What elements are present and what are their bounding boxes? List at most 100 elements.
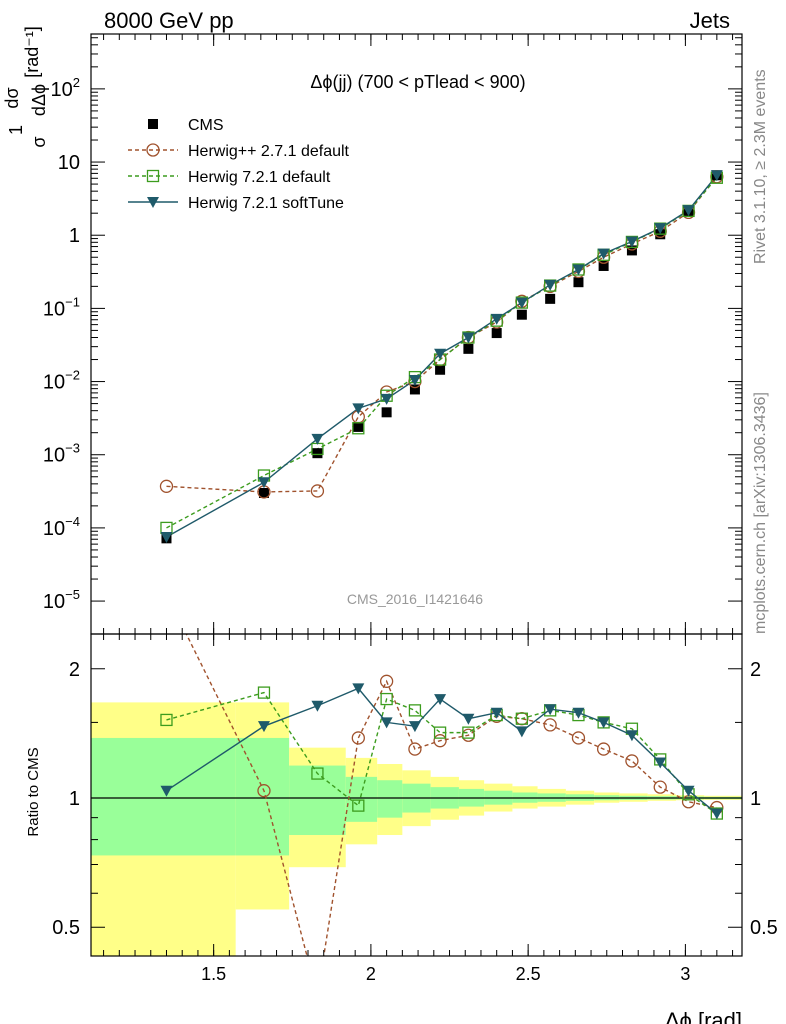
x-tick-label: 2.5 [516,964,541,984]
ratio-marker [596,742,611,756]
ratio-marker [311,700,324,712]
ratio-y-tick-label-right: 0.5 [750,917,778,939]
ratio-marker [572,707,585,719]
ratio-marker [654,757,667,769]
ratio-marker [311,767,324,780]
main-marker [160,532,173,544]
ratio-marker [408,742,422,756]
main-y-tick-label: 10−3 [43,441,80,467]
main-marker [515,297,528,309]
ratio-marker [433,726,447,739]
main-marker [545,293,556,304]
main-marker [710,170,723,182]
main-marker [434,348,447,360]
ratio-frame [90,633,743,957]
x-tick-label: 1.5 [201,964,226,984]
ratio-uncertainty-band [91,702,742,956]
main-marker [491,328,502,339]
main-marker [381,407,392,418]
header-category: Jets [689,8,730,33]
ratio-panel-curves [91,634,742,956]
main-marker [463,343,474,354]
ratio-marker [257,784,271,798]
main-marker [490,313,503,325]
ratio-marker [515,712,529,725]
ratio-marker [380,717,393,729]
ratio-marker [462,713,475,725]
ratio-marker [490,707,503,719]
ratio-marker [352,799,365,812]
main-y-axis-label: 1 dσ σ dΔϕ [rad⁻¹] [2,26,49,147]
side-label-source: mcplots.cern.ch [arXiv:1306.3436] [752,392,769,634]
main-marker [435,364,446,375]
ratio-y-tick-label-right: 2 [750,659,761,681]
ratio-marker [625,730,638,742]
ratio-marker [408,704,422,717]
ratio-marker [653,780,667,794]
chart-title: Δϕ(jj) (700 < pTlead < 900) [310,72,525,92]
main-y-tick-label: 1 [69,225,80,247]
ratio-marker [379,674,394,688]
main-marker [353,421,364,432]
ratio-marker [408,721,421,733]
main-y-tick-label: 10−2 [43,368,80,394]
ratio-marker [257,686,271,699]
svg-text:1: 1 [6,125,26,135]
ratio-marker [160,785,173,797]
svg-text:dσ: dσ [2,87,22,108]
ratio-marker [597,717,610,729]
main-marker [159,479,174,493]
main-marker [352,422,365,435]
ratio-marker [543,718,557,732]
main-marker [310,484,325,498]
svg-text:[rad⁻¹]: [rad⁻¹] [22,26,42,78]
svg-text:dΔϕ: dΔϕ [29,84,49,116]
ratio-marker [710,808,723,820]
main-marker [311,433,324,445]
main-marker [516,309,527,320]
ratio-marker [682,785,695,797]
ratio-marker [571,731,586,745]
legend-label: Herwig 7.2.1 default [188,169,331,186]
ratio-marker [351,731,365,745]
ratio-marker [625,754,639,768]
ratio-y-tick-label-right: 1 [750,788,761,810]
x-axis-label: Δϕ [rad] [665,1008,742,1024]
axis-ticks: 1.5 2 2.5 3 10−5 10−4 10−3 10−2 10−1 1 10 102 0.5 0.5… [43,34,778,984]
main-line-herwig-2-7-1-default [166,176,718,493]
main-marker [597,248,610,260]
watermark: CMS_2016_I1421646 [347,591,483,607]
main-marker [380,393,393,405]
ratio-y-axis-label: Ratio to CMS [25,747,42,836]
main-marker [654,223,667,235]
ratio-marker [544,704,557,716]
main-marker [598,260,609,271]
legend-marker [146,143,160,157]
main-y-tick-label: 10 [58,152,80,174]
ratio-marker [160,713,173,727]
main-marker [408,375,421,387]
main-marker [312,448,323,459]
ratio-marker [380,692,393,706]
main-marker [257,477,270,489]
main-y-tick-label: 10−4 [43,514,80,540]
main-marker [352,403,365,415]
ratio-marker [515,726,528,738]
main-marker [462,332,475,344]
main-marker [544,279,557,291]
x-tick-label: 3 [680,964,690,984]
legend-label: Herwig++ 2.7.1 default [188,143,350,160]
panel-frames [90,33,743,957]
band-inner-segment [91,737,236,856]
legend-marker [148,119,158,129]
side-label-rivet: Rivet 3.1.10, ≥ 2.3M events [752,69,769,264]
band-inner-segment [289,765,346,836]
main-marker [682,205,695,217]
svg-text:σ: σ [29,136,49,147]
legend-marker [146,169,160,183]
main-y-tick-label: 102 [51,75,80,101]
ratio-marker [434,694,447,706]
ratio-marker [462,726,475,739]
main-panel-curves [159,170,724,544]
